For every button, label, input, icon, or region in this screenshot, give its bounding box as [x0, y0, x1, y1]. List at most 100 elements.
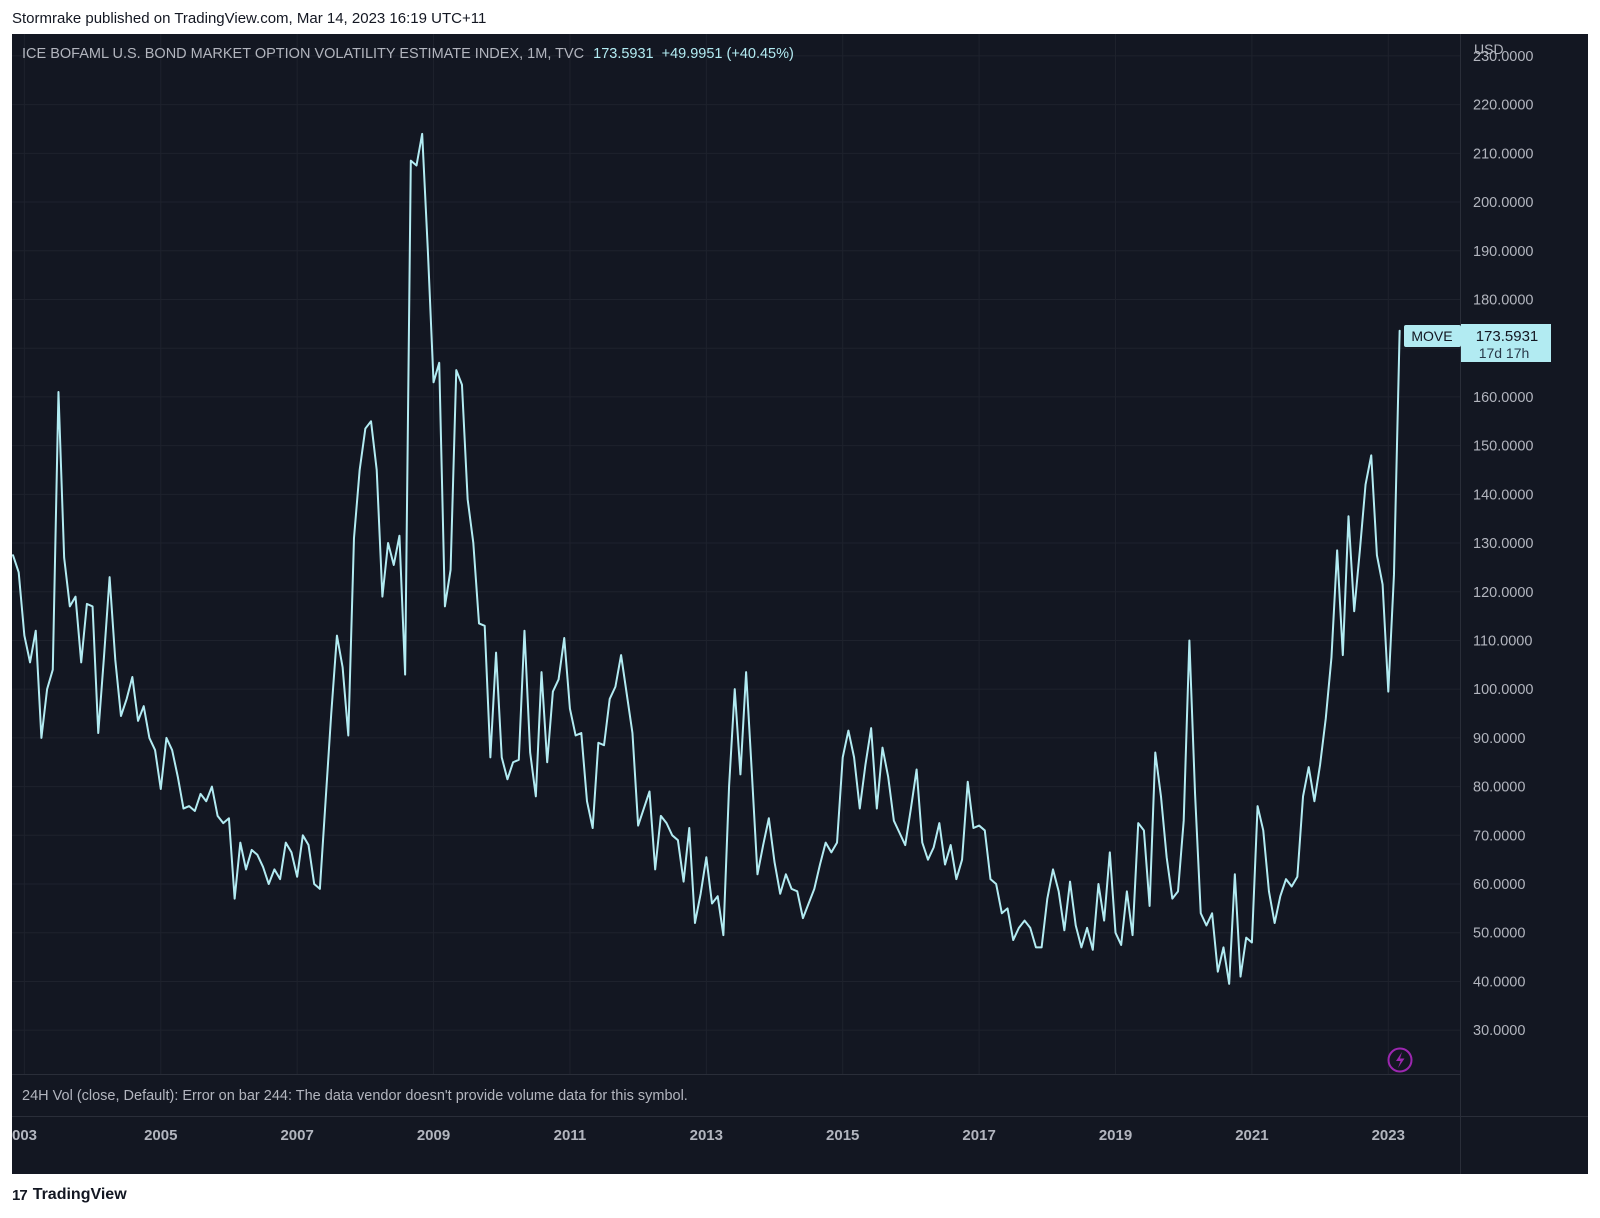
data-point — [660, 815, 662, 817]
chart-grid — [12, 34, 1460, 1074]
data-point — [353, 537, 355, 539]
data-point — [194, 810, 196, 812]
data-point — [239, 842, 241, 844]
last-price-value: 173.5931 — [1476, 328, 1539, 345]
data-point — [143, 705, 145, 707]
data-point — [1382, 583, 1384, 586]
data-point — [717, 895, 719, 897]
data-point — [410, 160, 412, 162]
series-layer — [12, 132, 1401, 985]
data-point — [802, 917, 804, 919]
data-point — [1342, 654, 1344, 656]
data-point — [1234, 873, 1236, 875]
data-point — [319, 888, 321, 890]
data-point — [359, 469, 361, 471]
data-point — [665, 822, 668, 824]
price-tick-label: 100.0000 — [1473, 682, 1533, 698]
data-point — [546, 761, 548, 763]
data-point — [12, 554, 14, 556]
data-point — [1183, 820, 1185, 822]
data-point — [1245, 937, 1247, 939]
data-point — [74, 596, 77, 598]
data-point — [1058, 890, 1060, 892]
data-point — [1063, 929, 1065, 931]
data-point — [449, 569, 452, 571]
series-name-tag — [1404, 325, 1461, 347]
data-point — [188, 805, 190, 807]
data-point — [154, 749, 156, 751]
data-point — [1359, 549, 1361, 551]
data-point — [1228, 983, 1230, 985]
data-point — [1086, 927, 1088, 929]
legend-symbol-title[interactable]: ICE BOFAML U.S. BOND MARKET OPTION VOLAT… — [22, 46, 584, 62]
data-point — [126, 698, 128, 700]
data-point — [614, 686, 617, 688]
data-point — [222, 822, 224, 824]
price-tick-label: 60.0000 — [1473, 877, 1525, 893]
data-point — [1092, 949, 1094, 951]
data-point — [1251, 941, 1253, 944]
data-point — [472, 542, 474, 544]
data-point — [552, 691, 554, 693]
data-point — [813, 888, 815, 890]
price-tick-label: 150.0000 — [1473, 439, 1533, 455]
data-point — [842, 756, 844, 758]
data-point — [944, 863, 946, 866]
data-point — [773, 861, 776, 863]
data-point — [535, 795, 537, 797]
data-point — [393, 564, 395, 566]
data-point — [1188, 639, 1190, 642]
price-scale-ticks: 30.0000 40.0000 50.0000 60.0000 70.0000 80.00… — [1473, 49, 1533, 1039]
data-point — [1035, 946, 1037, 948]
data-point — [23, 634, 25, 637]
data-point — [682, 880, 685, 883]
data-point — [1296, 876, 1298, 878]
data-point — [779, 893, 781, 895]
data-point — [148, 737, 150, 739]
tradingview-footer-logo[interactable]: 17 TradingView — [12, 1186, 127, 1204]
data-point — [1046, 898, 1048, 900]
price-tick-label: 110.0000 — [1473, 633, 1532, 649]
data-point — [904, 844, 906, 846]
data-point — [35, 630, 37, 632]
time-tick-label: 2021 — [1235, 1127, 1268, 1144]
data-point — [1279, 895, 1281, 897]
data-point — [762, 844, 764, 846]
data-point — [415, 164, 418, 167]
time-tick-label: 2005 — [144, 1127, 177, 1144]
tradingview-brand: TradingView — [32, 1186, 127, 1203]
chart-svg[interactable]: 30.0000 40.0000 50.0000 60.0000 70.0000 80.00… — [12, 34, 1588, 1174]
data-point — [785, 873, 787, 875]
price-scale-currency[interactable]: USD — [1474, 41, 1504, 57]
data-point — [364, 427, 366, 430]
data-point — [887, 776, 889, 778]
data-point — [592, 827, 594, 829]
data-point — [1052, 868, 1054, 871]
data-point — [461, 384, 463, 386]
data-point — [722, 934, 724, 936]
price-tick-label: 70.0000 — [1473, 828, 1525, 844]
data-point — [256, 854, 258, 856]
data-point — [705, 856, 707, 858]
data-point — [1126, 890, 1128, 892]
data-point — [177, 776, 179, 778]
data-point — [484, 625, 486, 627]
data-point — [1075, 924, 1077, 927]
data-point — [898, 832, 901, 834]
data-point — [1285, 878, 1287, 880]
data-point — [347, 734, 349, 737]
data-point — [234, 898, 236, 900]
data-point — [694, 922, 696, 924]
data-point — [1364, 483, 1367, 486]
chart-panel[interactable]: 30.0000 40.0000 50.0000 60.0000 70.0000 80.00… — [12, 34, 1588, 1174]
data-point — [57, 391, 60, 393]
legend-change: +49.9951 (+40.45%) — [662, 46, 794, 62]
price-tick-label: 220.0000 — [1473, 98, 1533, 114]
lightning-bolt-icon[interactable] — [1387, 1047, 1413, 1073]
data-point — [262, 866, 264, 868]
tradingview-logo-icon: 17 — [12, 1186, 28, 1204]
price-tick-label: 40.0000 — [1473, 974, 1525, 990]
data-point — [881, 747, 884, 749]
data-point — [80, 661, 82, 663]
data-point — [1194, 793, 1196, 795]
